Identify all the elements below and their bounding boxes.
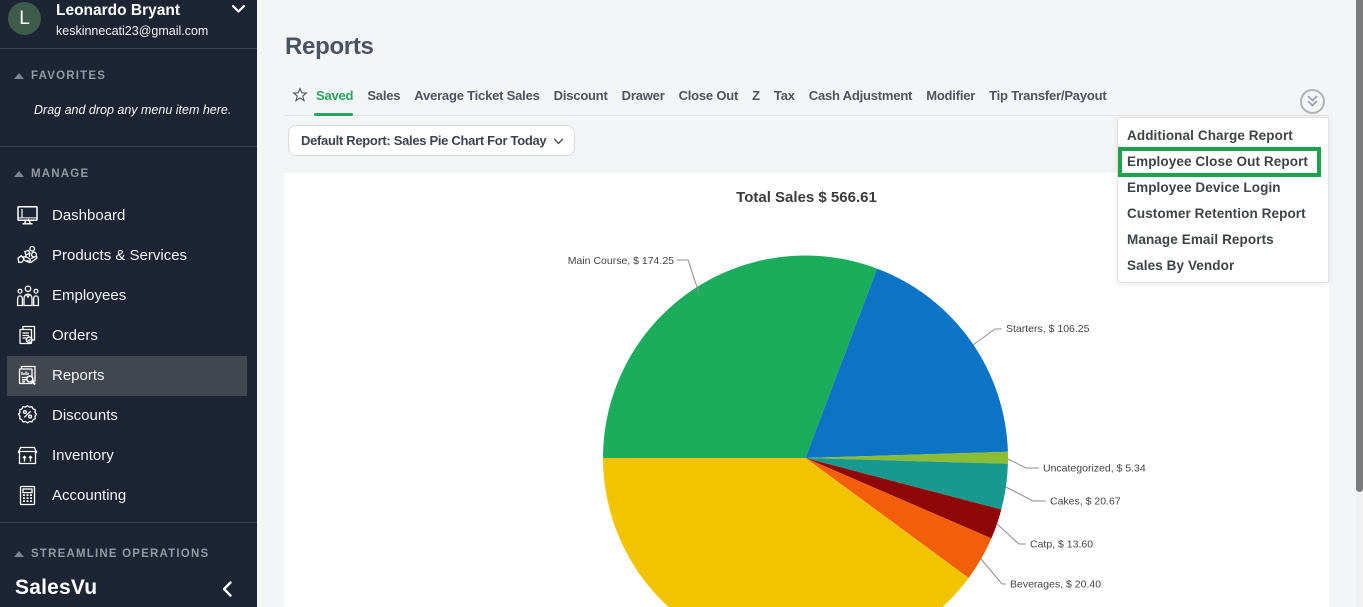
svg-text:Cakes, $ 20.67: Cakes, $ 20.67 bbox=[1050, 496, 1121, 508]
svg-text:Catp, $ 13.60: Catp, $ 13.60 bbox=[1030, 539, 1093, 551]
svg-text:Main Course, $ 174.25: Main Course, $ 174.25 bbox=[568, 255, 674, 267]
svg-text:Starters, $ 106.25: Starters, $ 106.25 bbox=[1006, 323, 1090, 335]
svg-text:Beverages, $ 20.40: Beverages, $ 20.40 bbox=[1010, 579, 1101, 591]
svg-text:Uncategorized, $ 5.34: Uncategorized, $ 5.34 bbox=[1043, 463, 1146, 475]
